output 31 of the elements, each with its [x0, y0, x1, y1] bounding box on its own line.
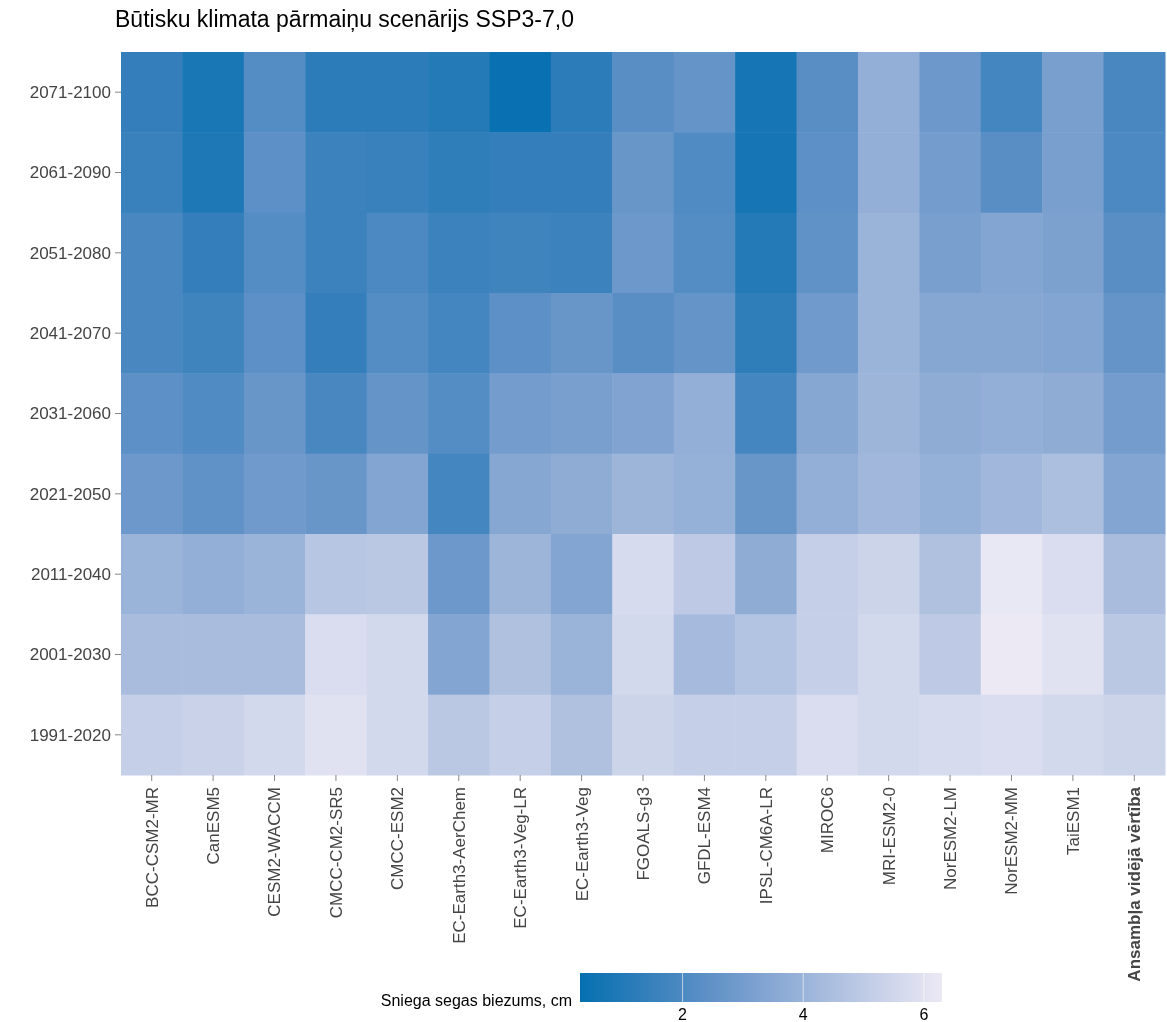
x-tick-label: CMCC-CM2-SR5 [326, 787, 346, 919]
x-tick-label: BCC-CSM2-MR [142, 787, 162, 908]
y-tick-label: 2041-2070 [29, 324, 111, 344]
x-tick-label: IPSL-CM6A-LR [756, 787, 776, 905]
y-tick-label: 1991-2020 [29, 725, 111, 745]
x-tick-label: CESM2-WACCM [265, 787, 285, 917]
y-tick-label: 2071-2100 [29, 83, 111, 103]
color-bar-title: Sniega segas biezums, cm [380, 992, 572, 1009]
y-tick-label: 2031-2060 [29, 404, 111, 424]
x-tick-label: EC-Earth3-Veg [572, 787, 592, 902]
color-bar-label: 6 [919, 1006, 929, 1022]
x-tick-label: MRI-ESM2-0 [879, 787, 899, 886]
x-tick-label: CMCC-ESM2 [388, 787, 408, 890]
x-tick-label: CanESM5 [204, 787, 224, 865]
y-tick-label: 2061-2090 [29, 163, 111, 183]
y-tick-label: 2021-2050 [29, 484, 111, 504]
x-tick-label: NorESM2-LM [941, 787, 961, 890]
y-tick-label: 2011-2040 [30, 565, 111, 585]
x-tick-label: GFDL-ESM4 [695, 787, 715, 885]
x-tick-label: EC-Earth3-AerChem [449, 787, 469, 944]
x-tick-label: EC-Earth3-Veg-LR [511, 787, 531, 929]
y-tick-label: 2001-2030 [29, 645, 111, 665]
chart-title: Būtisku klimata pārmaiņu scenārijs SSP3-7,0 [115, 6, 574, 32]
x-tick-label: FGOALS-g3 [633, 787, 653, 881]
x-tick-label: NorESM2-MM [1002, 787, 1022, 895]
y-tick-label: 2051-2080 [29, 243, 111, 263]
x-tick-label: MIROC6 [818, 787, 838, 854]
x-tick-label: TaiESM1 [1063, 787, 1083, 856]
x-tick-label: Ansambļa vidējā vērtība [1125, 786, 1145, 982]
color-bar-label: 4 [798, 1006, 808, 1022]
color-bar-label: 2 [678, 1006, 688, 1022]
